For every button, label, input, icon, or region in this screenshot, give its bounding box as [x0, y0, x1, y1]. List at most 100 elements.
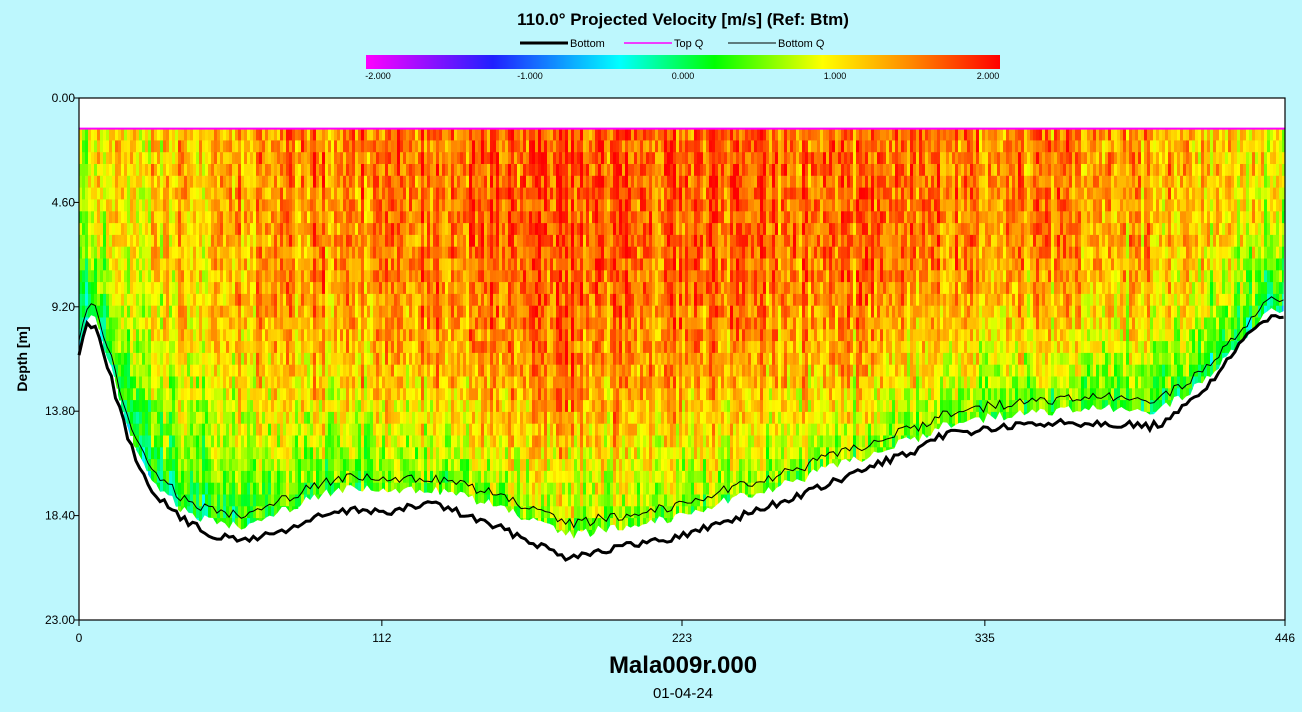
velocity-cell [367, 140, 371, 153]
velocity-cell [388, 234, 392, 248]
velocity-cell [82, 305, 86, 318]
velocity-cell [229, 482, 233, 495]
velocity-cell [430, 400, 434, 413]
velocity-cell [250, 175, 254, 188]
velocity-cell [391, 270, 395, 283]
velocity-cell [256, 282, 260, 295]
velocity-cell [208, 352, 212, 366]
velocity-cell [208, 246, 212, 259]
velocity-cell [199, 305, 203, 318]
velocity-cell [112, 364, 116, 377]
velocity-cell [499, 187, 503, 200]
velocity-cell [505, 423, 509, 436]
velocity-cell [391, 305, 395, 318]
velocity-cell [418, 211, 422, 224]
velocity-cell [202, 175, 206, 188]
velocity-cell [529, 293, 533, 307]
velocity-cell [547, 400, 551, 413]
velocity-cell [451, 223, 455, 236]
velocity-cell [283, 388, 287, 401]
velocity-cell [499, 140, 503, 153]
velocity-cell [538, 447, 542, 460]
velocity-cell [376, 246, 380, 259]
velocity-cell [325, 400, 329, 413]
velocity-cell [289, 152, 293, 165]
velocity-cell [151, 435, 155, 448]
velocity-cell [109, 329, 113, 342]
velocity-cell [322, 234, 326, 248]
velocity-cell [169, 270, 173, 283]
velocity-cell [310, 459, 314, 472]
velocity-cell [136, 423, 140, 436]
velocity-cell [454, 435, 458, 448]
velocity-cell [142, 258, 146, 271]
velocity-cell [142, 400, 146, 413]
velocity-cell [496, 494, 500, 507]
velocity-cell [226, 400, 230, 413]
velocity-cell [412, 258, 416, 271]
velocity-cell [184, 364, 188, 377]
velocity-cell [208, 329, 212, 342]
velocity-cell [370, 293, 374, 307]
velocity-cell [352, 270, 356, 283]
velocity-cell [451, 258, 455, 271]
velocity-cell [436, 128, 440, 141]
velocity-cell [319, 128, 323, 141]
velocity-cell [490, 482, 494, 495]
velocity-cell [418, 400, 422, 413]
velocity-cell [379, 317, 383, 330]
velocity-cell [544, 400, 548, 413]
velocity-cell [265, 388, 269, 401]
velocity-cell [223, 400, 227, 413]
velocity-cell [325, 376, 329, 389]
velocity-cell [286, 175, 290, 188]
velocity-cell [109, 305, 113, 318]
velocity-cell [235, 400, 239, 413]
velocity-cell [550, 388, 554, 401]
velocity-cell [274, 187, 278, 200]
velocity-cell [187, 341, 191, 354]
velocity-cell [511, 187, 515, 200]
velocity-cell [160, 152, 164, 165]
velocity-cell [265, 187, 269, 200]
velocity-cell [145, 388, 149, 401]
velocity-cell [346, 317, 350, 330]
velocity-cell [397, 270, 401, 283]
velocity-cell [142, 411, 146, 425]
velocity-cell [157, 447, 161, 460]
velocity-cell [148, 128, 152, 141]
velocity-cell [151, 423, 155, 436]
velocity-cell [241, 317, 245, 330]
velocity-cell [508, 211, 512, 224]
velocity-cell [211, 482, 215, 495]
velocity-cell [136, 128, 140, 141]
velocity-cell [271, 187, 275, 200]
velocity-cell [448, 305, 452, 318]
velocity-cell [418, 482, 422, 495]
velocity-cell [250, 164, 254, 177]
velocity-cell [151, 128, 155, 141]
velocity-cell [85, 128, 89, 141]
velocity-cell [193, 341, 197, 354]
velocity-cell [193, 352, 197, 366]
velocity-cell [358, 411, 362, 425]
velocity-cell [157, 128, 161, 141]
velocity-cell [277, 187, 281, 200]
velocity-cell [121, 317, 125, 330]
velocity-cell [175, 175, 179, 188]
velocity-cell [334, 329, 338, 342]
velocity-cell [214, 152, 218, 165]
velocity-cell [472, 175, 476, 188]
velocity-cell [286, 187, 290, 200]
velocity-cell [439, 282, 443, 295]
velocity-cell [151, 459, 155, 472]
velocity-cell [400, 305, 404, 318]
velocity-cell [115, 152, 119, 165]
velocity-cell [88, 223, 92, 236]
velocity-cell [532, 140, 536, 153]
colorbar-gradient [366, 55, 1000, 69]
velocity-cell [433, 364, 437, 377]
velocity-cell [409, 187, 413, 200]
velocity-cell [94, 199, 98, 212]
velocity-cell [325, 364, 329, 377]
